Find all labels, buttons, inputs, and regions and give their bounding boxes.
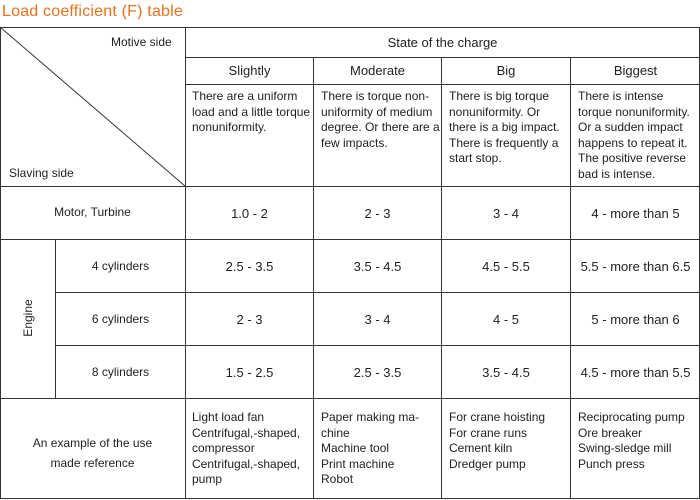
table-cell: 2 - 3 bbox=[364, 206, 391, 221]
example-cell: Paper making ma-chine Machine tool Print m… bbox=[321, 410, 420, 486]
description-cell: There is big torque nonuniformity. Or ther… bbox=[449, 89, 560, 165]
table-cell: 5 - more than 6 bbox=[591, 312, 680, 327]
column-header: Big bbox=[496, 63, 516, 78]
row-label-6-cylinders: 6 cylinders bbox=[91, 312, 150, 326]
slaving-side-label: Slaving side bbox=[9, 166, 74, 180]
description-cell: There is intense torque nonuniformity. Or … bbox=[578, 89, 690, 181]
table-cell: 3 - 4 bbox=[492, 206, 519, 221]
engine-group-label: Engine bbox=[21, 299, 35, 337]
description-cell: There is torque non-uniformity of medium… bbox=[321, 89, 440, 150]
table-cell: 4 - 5 bbox=[492, 312, 519, 327]
row-label-motor-turbine: Motor, Turbine bbox=[54, 205, 131, 219]
table-cell: 4.5 - more than 5.5 bbox=[580, 365, 691, 380]
header-diagonal bbox=[0, 26, 186, 187]
row-label-8-cylinders: 8 cylinders bbox=[91, 365, 150, 379]
table-cell: 5.5 - more than 6.5 bbox=[580, 259, 691, 274]
row-label-examples: An example of the use made reference bbox=[32, 436, 153, 470]
column-header: Slightly bbox=[228, 63, 271, 78]
table-cell: 3.5 - 4.5 bbox=[353, 259, 402, 274]
motive-side-label: Motive side bbox=[111, 35, 172, 49]
table-cell: 4 - more than 5 bbox=[591, 206, 680, 221]
table-cell: 3.5 - 4.5 bbox=[482, 365, 530, 380]
example-cell: Reciprocating pump Ore breaker Swing-sledg… bbox=[578, 410, 685, 471]
column-header: Biggest bbox=[613, 63, 658, 78]
table-cell: 2 - 3 bbox=[236, 312, 263, 327]
description-cell: There are a uniform load and a little tor… bbox=[192, 89, 311, 134]
table-cell: 1.0 - 2 bbox=[231, 206, 268, 221]
table-cell: 1.5 - 2.5 bbox=[225, 365, 274, 380]
table-cell: 2.5 - 3.5 bbox=[353, 365, 402, 380]
state-of-charge-header: State of the charge bbox=[387, 35, 498, 50]
table-cell: 3 - 4 bbox=[364, 312, 391, 327]
example-cell: Light load fan Centrifugal,-shaped, compre… bbox=[192, 410, 301, 486]
table-cell: 4.5 - 5.5 bbox=[482, 259, 530, 274]
row-label-4-cylinders: 4 cylinders bbox=[91, 259, 150, 273]
example-cell: For crane hoisting For crane runs Cement k… bbox=[449, 410, 546, 471]
table-cell: 2.5 - 3.5 bbox=[225, 259, 274, 274]
page-title: Load coefficient (F) table bbox=[2, 3, 184, 20]
column-header: Moderate bbox=[350, 63, 405, 78]
